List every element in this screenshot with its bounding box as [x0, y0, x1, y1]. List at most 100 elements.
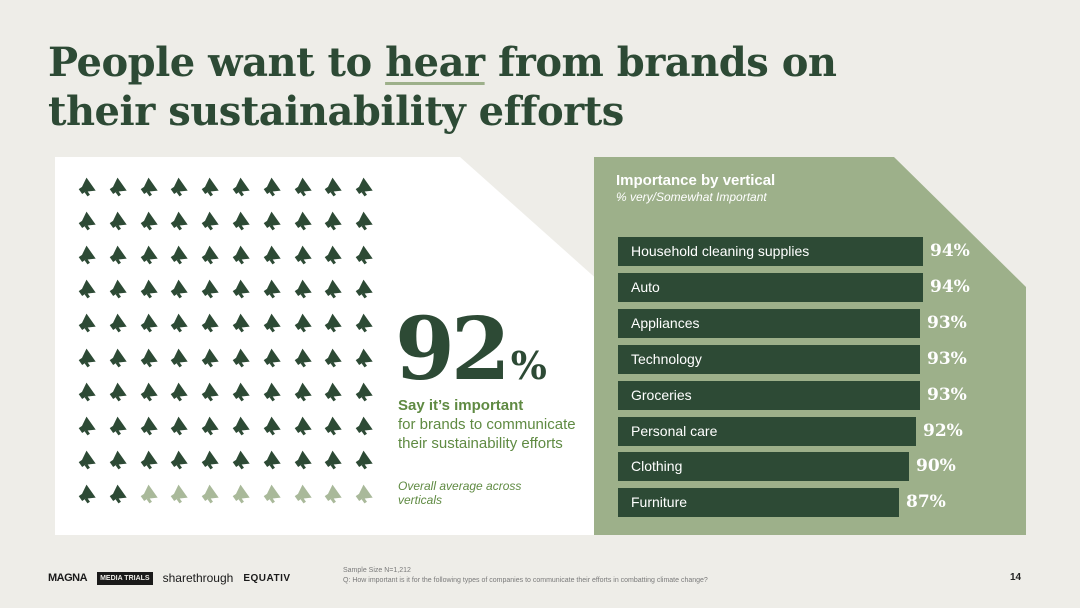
bar-row: Groceries 93%: [618, 380, 1018, 410]
megaphone-icon: [140, 177, 158, 197]
megaphone-icon: [325, 382, 343, 402]
chart-subtitle: % very/Somewhat Important: [616, 190, 767, 204]
megaphone-icon: [171, 313, 189, 333]
megaphone-icon: [263, 416, 281, 436]
bar-row: Technology 93%: [618, 344, 1018, 374]
megaphone-icon: [294, 177, 312, 197]
megaphone-icon: [232, 279, 250, 299]
bar-row: Household cleaning supplies 94%: [618, 237, 1018, 266]
big-stat-number: 92: [395, 299, 511, 400]
megaphone-icon: [140, 245, 158, 265]
megaphone-icon: [78, 177, 96, 197]
megaphone-icon: [294, 416, 312, 436]
megaphone-icon: [232, 382, 250, 402]
megaphone-icon: [294, 348, 312, 367]
sharethrough-logo: sharethrough: [162, 571, 234, 585]
megaphone-icon: [140, 450, 158, 470]
bar-category-label: Appliances: [631, 314, 700, 331]
megaphone-icon: [294, 382, 312, 402]
bar: Personal care: [618, 416, 916, 446]
megaphone-icon-grid: [77, 177, 377, 522]
bar-row: Personal care 92%: [618, 416, 1018, 446]
megaphone-icon: [294, 484, 312, 504]
megaphone-icon: [140, 348, 158, 367]
megaphone-icon: [109, 313, 127, 333]
megaphone-icon: [109, 416, 127, 436]
bar-value-label: 92%: [923, 420, 963, 441]
megaphone-icon: [171, 382, 189, 402]
megaphone-icon: [78, 450, 96, 470]
megaphone-icon: [109, 382, 127, 402]
megaphone-icon: [263, 211, 281, 231]
megaphone-icon: [263, 382, 281, 402]
chart-title: Importance by vertical: [616, 172, 776, 189]
megaphone-icon: [140, 313, 158, 333]
megaphone-icon: [171, 450, 189, 470]
megaphone-icon: [263, 348, 281, 367]
megaphone-icon: [171, 211, 189, 231]
megaphone-icon: [78, 245, 96, 265]
megaphone-icon: [78, 382, 96, 402]
bar-row: Auto 94%: [618, 272, 1018, 302]
megaphone-icon: [263, 177, 281, 197]
bar: Clothing: [618, 452, 909, 482]
bar-category-label: Furniture: [631, 494, 688, 511]
megaphone-icon: [140, 211, 158, 231]
title-highlight: hear: [385, 39, 485, 86]
megaphone-icon: [232, 177, 250, 197]
megaphone-icon: [171, 348, 189, 367]
megaphone-icon: [294, 279, 312, 299]
big-stat: 92%: [395, 307, 547, 393]
megaphone-icon: [201, 245, 219, 265]
megaphone-icon: [201, 348, 219, 367]
megaphone-icon: [355, 211, 373, 231]
megaphone-icon: [78, 348, 96, 367]
megaphone-icon: [355, 450, 373, 470]
stat-heading: Say it’s important: [398, 397, 524, 414]
megaphone-icon: [294, 245, 312, 265]
megaphone-icon: [201, 177, 219, 197]
megaphone-icon: [109, 484, 127, 504]
bar: Groceries: [618, 380, 920, 410]
megaphone-icon: [294, 450, 312, 470]
megaphone-icon: [325, 450, 343, 470]
megaphone-icon: [325, 177, 343, 197]
megaphone-icon: [355, 177, 373, 197]
megaphone-icon: [294, 211, 312, 231]
megaphone-icon: [201, 450, 219, 470]
bar-row: Appliances 93%: [618, 308, 1018, 338]
megaphone-icon: [263, 245, 281, 265]
megaphone-icon: [171, 279, 189, 299]
megaphone-icon: [294, 313, 312, 333]
bar: Auto: [618, 272, 923, 302]
megaphone-icon: [232, 313, 250, 333]
megaphone-icon: [232, 211, 250, 231]
megaphone-icon: [263, 279, 281, 299]
megaphone-icon: [325, 211, 343, 231]
stat-panel-background: [55, 157, 600, 535]
megaphone-icon: [140, 382, 158, 402]
bar: Appliances: [618, 308, 920, 338]
megaphone-icon: [171, 245, 189, 265]
megaphone-icon: [171, 484, 189, 504]
megaphone-icon: [201, 484, 219, 504]
megaphone-icon: [78, 416, 96, 436]
bar: Technology: [618, 344, 920, 374]
sample-size: Sample Size N=1,212: [343, 567, 411, 574]
title-after: from brands on their sustainability effo…: [48, 39, 837, 135]
survey-question: Q: How important is it for the following…: [343, 577, 708, 584]
megaphone-icon: [232, 348, 250, 367]
megaphone-icon: [109, 177, 127, 197]
megaphone-icon: [355, 313, 373, 333]
bar-category-label: Technology: [631, 350, 702, 367]
megaphone-icon: [109, 211, 127, 231]
megaphone-icon: [201, 211, 219, 231]
megaphone-icon: [201, 382, 219, 402]
bar-value-label: 93%: [927, 312, 967, 333]
stat-panel: 92% Say it’s important for brands to com…: [55, 157, 600, 535]
megaphone-icon: [78, 279, 96, 299]
bar-value-label: 87%: [906, 492, 946, 513]
megaphone-icon: [140, 416, 158, 436]
bar-value-label: 94%: [930, 276, 970, 297]
megaphone-icon: [263, 313, 281, 333]
